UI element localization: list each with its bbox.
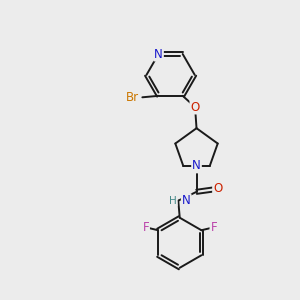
Text: F: F [142, 221, 149, 234]
Text: N: N [192, 159, 201, 172]
Text: N: N [182, 194, 190, 207]
Text: O: O [213, 182, 222, 195]
Text: Br: Br [126, 91, 140, 104]
Text: N: N [154, 47, 163, 61]
Text: F: F [211, 221, 217, 234]
Text: O: O [190, 100, 200, 113]
Text: H: H [169, 196, 177, 206]
